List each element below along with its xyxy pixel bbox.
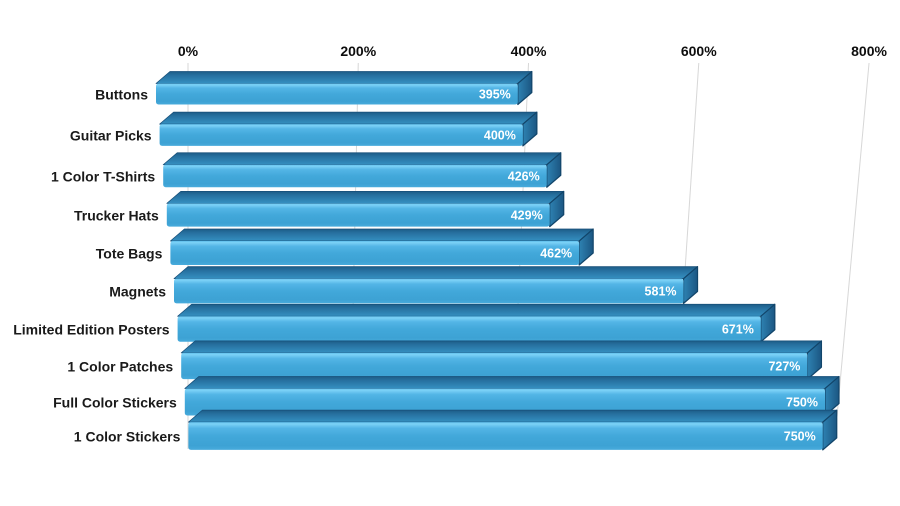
x-axis-tick-label: 400% bbox=[511, 43, 547, 59]
bar-top-face bbox=[184, 376, 840, 389]
bar-front-face bbox=[170, 241, 580, 265]
bar-top-face bbox=[159, 111, 538, 125]
bar-category-label: Magnets bbox=[109, 284, 166, 300]
x-axis-tick-label: 0% bbox=[178, 43, 199, 59]
bar-value-label: 400% bbox=[484, 129, 516, 143]
x-axis-tick-label: 800% bbox=[851, 43, 887, 59]
bar-row-buttons: 395% Buttons bbox=[95, 70, 533, 106]
bar-top-face bbox=[155, 71, 533, 84]
bar-top-face bbox=[188, 409, 838, 423]
bar-row-guitar-picks: 400% Guitar Picks bbox=[70, 111, 538, 147]
bar-category-label: Guitar Picks bbox=[70, 128, 152, 144]
bar-front-face bbox=[166, 203, 550, 227]
bar-row-limited-edition-posters: 671% Limited Edition Posters bbox=[13, 303, 776, 343]
bar-front-face bbox=[181, 352, 808, 380]
bar-category-label: 1 Color Stickers bbox=[74, 429, 181, 445]
bar-top-face bbox=[162, 152, 562, 166]
x-axis-tick-label: 600% bbox=[681, 43, 717, 59]
bar-row-tote-bags: 462% Tote Bags bbox=[96, 228, 594, 266]
bar-row-1-color-patches: 727% 1 Color Patches bbox=[67, 340, 823, 380]
bar-front-face bbox=[188, 422, 823, 450]
bar-top-face bbox=[177, 303, 776, 317]
bar-front-face bbox=[174, 278, 684, 304]
bar-front-face bbox=[163, 164, 547, 188]
x-axis-tick-label: 200% bbox=[340, 43, 376, 59]
bar-side-face bbox=[578, 228, 594, 266]
bar-category-label: Tote Bags bbox=[96, 246, 163, 262]
bar-value-label: 581% bbox=[645, 285, 677, 299]
bar-category-label: Trucker Hats bbox=[74, 208, 159, 224]
bar-top-face bbox=[180, 340, 822, 354]
bar-row-full-color-stickers: 750% Full Color Stickers bbox=[53, 375, 840, 417]
bar-top-face bbox=[170, 228, 594, 242]
bar-value-label: 750% bbox=[784, 430, 816, 444]
bar-front-face bbox=[159, 124, 523, 146]
bar-category-label: Buttons bbox=[95, 87, 148, 103]
bar-category-label: Full Color Stickers bbox=[53, 395, 177, 411]
bar-value-label: 395% bbox=[479, 88, 511, 102]
bar-front-face bbox=[156, 83, 518, 105]
bar-category-label: 1 Color T-Shirts bbox=[51, 169, 155, 185]
bar-value-label: 750% bbox=[786, 396, 818, 410]
bar-value-label: 426% bbox=[508, 170, 540, 184]
bar-value-label: 429% bbox=[511, 209, 543, 223]
gridline-800pct bbox=[836, 62, 870, 417]
bar-value-label: 462% bbox=[540, 247, 572, 261]
bar-front-face bbox=[184, 388, 826, 416]
bar-top-face bbox=[173, 266, 698, 280]
bar-row-1-color-t-shirts: 426% 1 Color T-Shirts bbox=[51, 152, 562, 188]
bar-category-label: Limited Edition Posters bbox=[13, 322, 170, 338]
bar-top-face bbox=[166, 190, 565, 204]
x-axis-layer: 0% 200% 400% 600% 800% bbox=[178, 43, 888, 59]
bar-front-face bbox=[177, 316, 761, 342]
bar-side-face bbox=[806, 340, 823, 380]
bar-row-1-color-stickers: 750% 1 Color Stickers bbox=[74, 409, 838, 451]
bar-value-label: 727% bbox=[768, 360, 800, 374]
bar-value-label: 671% bbox=[722, 323, 754, 337]
bar-category-label: 1 Color Patches bbox=[67, 359, 173, 375]
bar-series-layer: 395% Buttons 400% Guitar Picks 426% 1 Color T… bbox=[13, 70, 840, 451]
bar-row-magnets: 581% Magnets bbox=[109, 266, 699, 304]
bar-row-trucker-hats: 429% Trucker Hats bbox=[74, 190, 565, 228]
